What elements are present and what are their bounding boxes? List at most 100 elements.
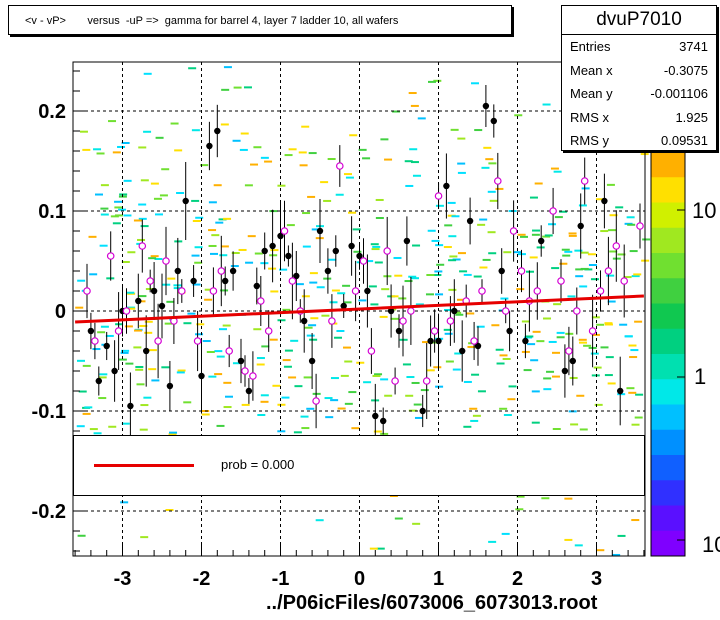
color-scale-cell — [651, 177, 685, 203]
legend-box: prob = 0.000 — [73, 435, 645, 496]
data-point-open — [138, 242, 147, 250]
data-point-filled — [269, 242, 276, 250]
data-point-filled — [577, 222, 584, 230]
legend-label: prob = 0.000 — [221, 457, 295, 472]
data-point-open — [367, 347, 376, 355]
data-point-filled — [372, 412, 379, 420]
data-point-filled — [490, 117, 497, 125]
data-point-filled — [229, 267, 237, 275]
data-point-filled — [474, 342, 482, 350]
data-point-filled — [435, 337, 442, 345]
data-point-filled — [103, 342, 110, 350]
data-point-filled — [237, 357, 245, 365]
data-point-filled — [427, 337, 434, 345]
data-point-filled — [245, 387, 253, 395]
colorbar-tick-label: 10 — [702, 532, 720, 557]
color-scale-cell — [651, 429, 685, 456]
data-point-open — [612, 242, 621, 250]
y-tick-label: 0.1 — [38, 201, 66, 223]
data-point-filled — [87, 327, 95, 335]
color-scale-cell — [651, 379, 685, 405]
data-points — [83, 102, 644, 425]
data-point-open — [91, 337, 99, 345]
data-point-open — [178, 287, 186, 295]
color-scale-cell — [651, 455, 685, 481]
color-scale-cell — [651, 354, 685, 380]
data-point-open — [565, 347, 573, 355]
x-tick-label: -2 — [193, 568, 211, 590]
data-point-filled — [498, 267, 505, 275]
colorbar-tick-label: 1 — [694, 364, 707, 389]
data-point-filled — [380, 417, 387, 425]
data-point-open — [572, 307, 581, 315]
data-point-filled — [111, 367, 118, 375]
data-point-open — [434, 192, 443, 200]
axes: -3 -2 -1 0 1 2 3 -0.2 -0.1 0 0.1 0.2 — [32, 70, 645, 590]
data-point-filled — [127, 402, 134, 410]
data-point-filled — [395, 327, 403, 335]
data-point-filled — [340, 302, 347, 310]
data-point-filled — [561, 367, 569, 375]
data-point-open — [422, 377, 431, 385]
color-scale-cell — [651, 152, 685, 178]
data-point-open — [351, 287, 360, 295]
color-scale-cell — [651, 530, 685, 557]
data-point-open — [335, 162, 344, 170]
color-scale-cell — [651, 278, 685, 304]
data-point-open — [596, 287, 605, 295]
data-point-filled — [301, 317, 308, 325]
data-point-open — [604, 267, 613, 275]
x-tick-label: 3 — [591, 568, 602, 590]
data-point-open — [217, 267, 226, 275]
data-point-filled — [348, 242, 355, 250]
data-point-open — [580, 177, 589, 185]
data-point-open — [225, 347, 234, 355]
data-point-filled — [538, 237, 545, 245]
data-point-open — [407, 307, 415, 315]
data-point-filled — [285, 252, 292, 260]
data-point-filled — [293, 272, 300, 280]
data-point-filled — [387, 307, 395, 315]
data-point-open — [470, 337, 478, 345]
data-point-open — [328, 317, 336, 325]
data-point-open — [446, 317, 455, 325]
data-point-open — [162, 257, 170, 265]
data-point-open — [114, 327, 123, 335]
data-point-open — [493, 177, 502, 185]
plot-title: <v - vP> versus -uP => gamma for barrel … — [8, 5, 512, 35]
y-tick-label: 0.2 — [38, 101, 66, 123]
colorbar-tick-label: 10 — [692, 198, 717, 223]
data-point-filled — [403, 237, 411, 245]
data-point-filled — [506, 327, 513, 335]
color-scale-cell — [651, 202, 685, 229]
stats-box: dvuP7010 Entries 3741 Mean x -0.3075 Mean … — [561, 5, 717, 151]
data-point-open — [209, 287, 218, 295]
color-scale-cell — [651, 303, 685, 330]
data-point-open — [430, 327, 439, 335]
data-point-filled — [364, 287, 371, 295]
data-point-filled — [190, 277, 197, 285]
stats-row-entries: Entries 3741 — [570, 39, 708, 54]
data-point-open — [288, 277, 297, 285]
data-point-open — [249, 372, 257, 380]
data-point-open — [549, 207, 557, 215]
data-point-filled — [143, 347, 150, 355]
data-point-filled — [443, 182, 450, 190]
data-point-open — [154, 337, 162, 345]
x-tick-label: -1 — [272, 568, 290, 590]
data-point-filled — [617, 387, 624, 395]
color-scale — [650, 151, 686, 557]
stats-row-rms-y: RMS y 0.09531 — [570, 133, 708, 148]
data-point-filled — [166, 382, 174, 390]
data-point-open — [280, 227, 289, 235]
data-point-filled — [324, 267, 332, 275]
x-tick-label: 0 — [354, 568, 365, 590]
data-point-filled — [174, 267, 181, 275]
data-point-filled — [451, 307, 458, 315]
data-point-filled — [308, 357, 316, 365]
y-tick-label: -0.2 — [32, 501, 66, 523]
x-tick-label: -3 — [114, 568, 132, 590]
data-point-open — [517, 267, 526, 275]
data-point-filled — [206, 142, 213, 150]
